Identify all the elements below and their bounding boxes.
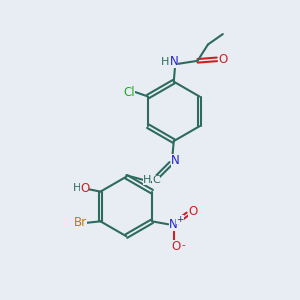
Text: O: O	[172, 240, 181, 253]
Text: C: C	[152, 175, 160, 185]
Text: H: H	[161, 57, 169, 67]
Text: N: N	[171, 154, 180, 167]
Text: Br: Br	[74, 216, 87, 229]
Text: N: N	[169, 218, 178, 231]
Text: Cl: Cl	[123, 85, 134, 98]
Text: H: H	[143, 175, 151, 185]
Text: O: O	[188, 205, 198, 218]
Text: N: N	[169, 55, 178, 68]
Text: H: H	[73, 183, 81, 193]
Text: +: +	[176, 215, 184, 224]
Text: O: O	[218, 53, 227, 66]
Text: O: O	[80, 182, 89, 194]
Text: -: -	[182, 240, 186, 250]
